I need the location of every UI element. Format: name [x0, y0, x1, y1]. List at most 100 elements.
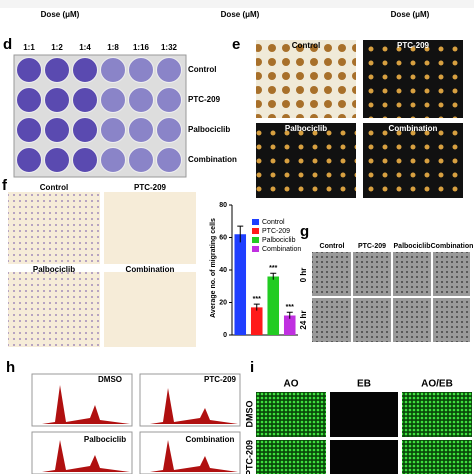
well — [100, 57, 126, 83]
image-label: Control — [40, 183, 68, 192]
bar — [283, 315, 296, 335]
legend-swatch — [252, 237, 259, 243]
image-label: Palbociclib — [33, 265, 75, 274]
y-tick-label: 40 — [219, 267, 227, 274]
well — [128, 117, 154, 143]
panel-letter: h — [6, 359, 15, 376]
micrograph — [402, 440, 472, 474]
y-tick-label: 80 — [219, 202, 227, 209]
column-label: Palbociclib — [394, 243, 431, 250]
row-label: 24 hr — [299, 310, 308, 329]
well — [44, 57, 70, 83]
axis-label: Dose (μM) — [391, 10, 430, 19]
bar — [250, 307, 263, 335]
panel-letter: i — [250, 359, 254, 376]
well — [100, 87, 126, 113]
legend-label: Combination — [262, 246, 301, 253]
column-label: 1:1 — [23, 43, 35, 52]
panel-letter: d — [3, 36, 12, 53]
column-label: EB — [357, 379, 371, 390]
panel-letter: g — [300, 223, 309, 240]
column-label: 1:16 — [133, 43, 150, 52]
legend-label: Control — [262, 219, 285, 226]
well — [128, 147, 154, 173]
y-tick-label: 0 — [223, 332, 227, 339]
well — [156, 117, 182, 143]
well — [72, 117, 98, 143]
column-label: 1:2 — [51, 43, 63, 52]
well — [72, 147, 98, 173]
well — [16, 57, 42, 83]
row-label: DMSO — [244, 401, 254, 428]
micrograph — [363, 40, 463, 118]
well — [156, 87, 182, 113]
legend-swatch — [252, 228, 259, 234]
well — [16, 117, 42, 143]
column-label: 1:8 — [107, 43, 119, 52]
image-label: DMSO — [98, 375, 122, 384]
image-label: Combination — [126, 265, 175, 274]
panel-letter: f — [2, 177, 8, 194]
micrograph — [8, 272, 100, 347]
bar — [234, 234, 247, 335]
micrograph — [330, 392, 398, 437]
column-label: 1:32 — [161, 43, 178, 52]
micrograph — [8, 192, 100, 264]
column-label: 1:4 — [79, 43, 91, 52]
micrograph — [104, 192, 196, 264]
image-label: PTC-209 — [134, 183, 167, 192]
histogram-image — [31, 373, 133, 427]
column-label: PTC-209 — [358, 243, 386, 250]
legend-swatch — [252, 246, 259, 252]
row-label: PTC-209 — [244, 440, 254, 474]
y-tick-label: 20 — [219, 299, 227, 306]
well — [72, 87, 98, 113]
significance-label: *** — [286, 304, 294, 311]
legend-swatch — [252, 219, 259, 225]
micrograph — [256, 440, 326, 474]
axis-label: Dose (μM) — [221, 10, 260, 19]
well — [16, 87, 42, 113]
image-label: PTC-209 — [204, 375, 237, 384]
row-label: Control — [188, 65, 216, 74]
well — [16, 147, 42, 173]
image-label: Combination — [389, 124, 438, 133]
bar — [267, 276, 280, 335]
axis-label: Dose (μM) — [41, 10, 80, 19]
row-label: 0 hr — [299, 268, 308, 283]
well — [128, 57, 154, 83]
panel-letter: e — [232, 36, 240, 53]
micrograph — [256, 392, 326, 437]
row-label: PTC-209 — [188, 95, 221, 104]
image-label: Palbociclib — [84, 435, 126, 444]
histogram-image — [139, 431, 241, 474]
row-label: Combination — [188, 155, 237, 164]
micrograph — [256, 40, 356, 118]
well — [44, 147, 70, 173]
well — [156, 57, 182, 83]
row-label: Palbociclib — [188, 125, 230, 134]
histogram-peaks — [42, 385, 238, 472]
column-label: Control — [320, 243, 345, 250]
well — [128, 87, 154, 113]
micrograph — [402, 392, 472, 437]
image-label: Control — [292, 41, 320, 50]
column-label: AO — [284, 379, 299, 390]
top-strip — [0, 0, 474, 8]
y-axis-title: Average no. of migrating cells — [210, 218, 217, 318]
histogram-image — [139, 373, 241, 427]
well — [100, 147, 126, 173]
y-tick-label: 60 — [219, 234, 227, 241]
image-label: Palbociclib — [285, 124, 327, 133]
well — [72, 57, 98, 83]
well — [44, 87, 70, 113]
micrograph — [104, 272, 196, 347]
significance-label: *** — [269, 265, 277, 272]
legend-label: Palbociclib — [262, 237, 296, 244]
column-label: AO/EB — [421, 379, 453, 390]
well — [100, 117, 126, 143]
column-label: Combination — [431, 243, 474, 250]
micrograph — [330, 440, 398, 474]
micrograph — [256, 123, 356, 198]
